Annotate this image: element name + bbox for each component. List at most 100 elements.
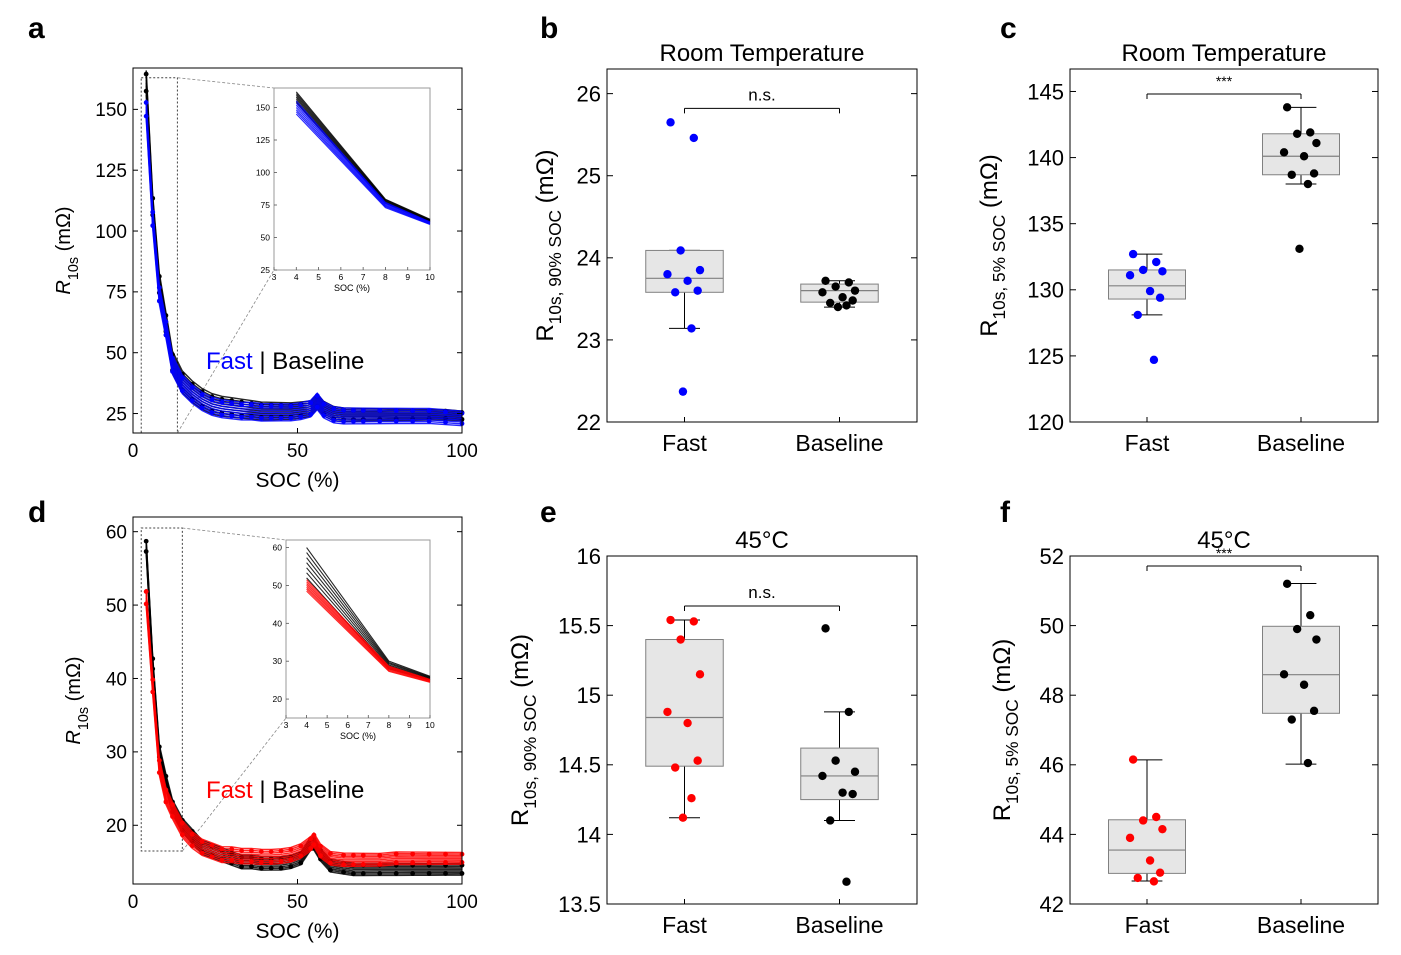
data-point-fast xyxy=(170,355,175,361)
data-point-fast xyxy=(268,849,274,855)
box-iqr xyxy=(1262,625,1340,714)
x-axis-label: SOC (%) xyxy=(256,469,340,492)
y-axis-label: R10s, 90% SOC (mΩ) xyxy=(507,634,540,826)
data-point-fast xyxy=(351,852,356,858)
data-point-baseline xyxy=(1309,169,1319,178)
y-label-subscript: 10s xyxy=(66,257,82,280)
y-axis-label: R10s (mΩ) xyxy=(63,656,92,744)
y-tick-label: 15.5 xyxy=(558,614,601,639)
data-point-fast xyxy=(360,419,366,424)
data-point-baseline xyxy=(844,278,853,287)
data-point-fast xyxy=(278,848,284,854)
axes-frame xyxy=(606,68,918,423)
data-point-baseline xyxy=(360,871,366,877)
data-point-fast xyxy=(666,615,675,625)
data-point-fast xyxy=(695,670,705,679)
y-tick-label: 22 xyxy=(577,410,601,435)
y-tick-label: 14 xyxy=(577,822,601,847)
data-point-fast xyxy=(1152,812,1161,822)
data-point-baseline xyxy=(143,71,149,77)
data-point-fast xyxy=(308,412,314,417)
data-point-fast xyxy=(351,861,356,867)
significance-bracket: *** xyxy=(1146,73,1302,99)
x-tick-label: 0 xyxy=(128,892,139,913)
data-point-fast xyxy=(199,850,205,856)
data-point-fast xyxy=(143,601,149,607)
y-label-unit: (mΩ) xyxy=(532,149,559,210)
y-tick-label: 150 xyxy=(95,100,127,121)
data-point-fast xyxy=(189,843,195,849)
data-point-baseline xyxy=(826,298,835,308)
inset-x-tick-label: 5 xyxy=(316,272,321,282)
data-point-baseline xyxy=(842,877,851,886)
y-axis-label: R10s, 90% SOC (mΩ) xyxy=(532,149,565,341)
y-label-subscript: 10s, 5% SOC xyxy=(1002,699,1022,804)
data-point-fast xyxy=(278,403,284,409)
inset-line-fast xyxy=(295,104,431,224)
box-fast xyxy=(645,118,724,396)
data-point-fast xyxy=(1149,877,1159,886)
data-point-fast xyxy=(695,265,705,275)
y-label-unit: (mΩ) xyxy=(989,639,1016,700)
inset-x-tick-label: 10 xyxy=(425,272,435,282)
data-point-baseline xyxy=(833,302,843,312)
data-point-fast xyxy=(229,413,235,419)
data-point-fast xyxy=(678,387,688,396)
panel-b: b Room Temperature n.s. Fast Baseline 22 23 24 2… xyxy=(532,12,918,456)
data-point-fast xyxy=(311,832,317,838)
significance-label: n.s. xyxy=(748,583,775,602)
legend-fast: Fast xyxy=(206,348,253,375)
y-tick-label: 14.5 xyxy=(558,753,601,778)
y-tick-label: 30 xyxy=(106,743,127,764)
data-point-fast xyxy=(239,402,244,408)
data-point-fast xyxy=(278,858,284,864)
data-point-fast xyxy=(219,857,225,863)
data-point-baseline xyxy=(143,88,149,94)
data-point-fast xyxy=(1128,249,1138,259)
data-point-baseline xyxy=(821,276,830,285)
data-point-fast xyxy=(1145,856,1155,865)
data-point-baseline xyxy=(1312,138,1321,148)
data-point-fast xyxy=(258,403,264,409)
chart-title: Room Temperature xyxy=(660,40,865,67)
inset-x-tick-label: 9 xyxy=(405,272,410,282)
inset-y-tick-label: 40 xyxy=(273,618,283,628)
data-point-fast xyxy=(258,415,264,421)
data-point-fast xyxy=(1125,271,1135,280)
y-tick-label: 23 xyxy=(577,328,601,353)
data-point-fast xyxy=(298,414,304,420)
data-point-baseline xyxy=(844,707,853,717)
data-point-fast xyxy=(689,133,698,143)
inset-x-tick-label: 9 xyxy=(407,720,412,730)
data-point-fast xyxy=(331,406,337,412)
chart-title: Room Temperature xyxy=(1122,40,1327,67)
y-tick-label: 25 xyxy=(106,404,127,425)
y-tick-label: 15 xyxy=(577,683,601,708)
data-point-fast xyxy=(318,853,323,859)
data-point-fast xyxy=(1138,816,1148,825)
inset-x-tick-label: 6 xyxy=(338,272,343,282)
box-fast xyxy=(1108,249,1186,365)
data-point-fast xyxy=(689,617,698,626)
data-point-fast xyxy=(360,852,366,858)
inset-line-baseline xyxy=(306,557,431,679)
data-point-fast xyxy=(170,814,175,819)
data-point-fast xyxy=(1152,257,1161,267)
legend-separator: | xyxy=(253,348,273,375)
legend-baseline: Baseline xyxy=(272,348,364,375)
y-tick-label: 100 xyxy=(95,222,127,243)
data-point-fast xyxy=(321,413,327,418)
inset-x-tick-label: 6 xyxy=(345,720,350,730)
data-point-fast xyxy=(443,419,448,425)
data-point-baseline xyxy=(1292,129,1302,138)
data-point-fast xyxy=(443,860,448,865)
x-tick-label: Fast xyxy=(662,430,707,456)
data-point-fast xyxy=(678,813,688,822)
data-point-fast xyxy=(676,246,685,255)
data-point-fast xyxy=(209,854,215,859)
y-label-unit: (mΩ) xyxy=(507,634,534,695)
data-point-fast xyxy=(179,832,185,838)
inset-x-tick-label: 5 xyxy=(325,720,330,730)
y-tick-label: 50 xyxy=(106,596,127,617)
series-line-fast xyxy=(145,106,463,418)
